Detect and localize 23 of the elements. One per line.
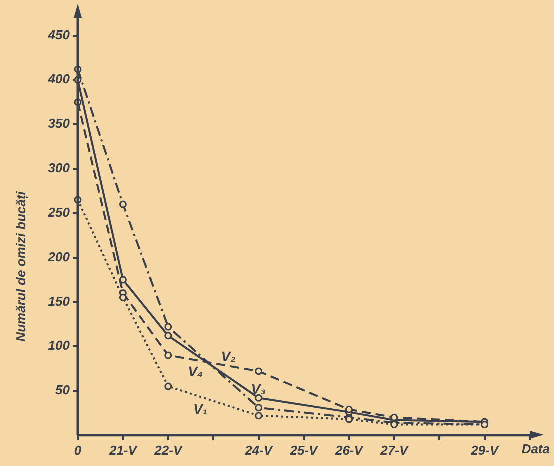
y-tick-label: 150 [48, 294, 71, 309]
x-tick-label: 27-V [380, 442, 410, 458]
y-tick-label: 200 [47, 249, 71, 264]
y-tick-label: 50 [56, 382, 71, 398]
x-tick-label: 29-V [470, 442, 500, 458]
y-tick-label: 250 [47, 204, 71, 220]
y-axis-title: Numărul de omizi bucăți [14, 191, 29, 342]
series-label: V₃ [251, 380, 266, 397]
x-tick-label: 21-V [108, 442, 138, 458]
x-tick-label: 22-V [154, 442, 184, 458]
x-tick-label: 25-V [289, 442, 320, 458]
x-tick-label: 26-V [334, 442, 364, 458]
x-tick-label: 24-V [244, 442, 274, 458]
y-tick-label: 450 [47, 27, 71, 42]
y-tick-label: 400 [47, 72, 71, 87]
x-tick-label: 0 [74, 442, 82, 458]
series-label: V₁ [193, 401, 208, 418]
y-tick-label: 350 [48, 116, 71, 132]
series-label: V₄ [188, 363, 204, 380]
y-tick-label: 100 [48, 338, 71, 354]
y-tick-label: 300 [48, 160, 71, 176]
x-axis-title: Data [522, 441, 550, 456]
series-label: V₂ [221, 348, 236, 364]
